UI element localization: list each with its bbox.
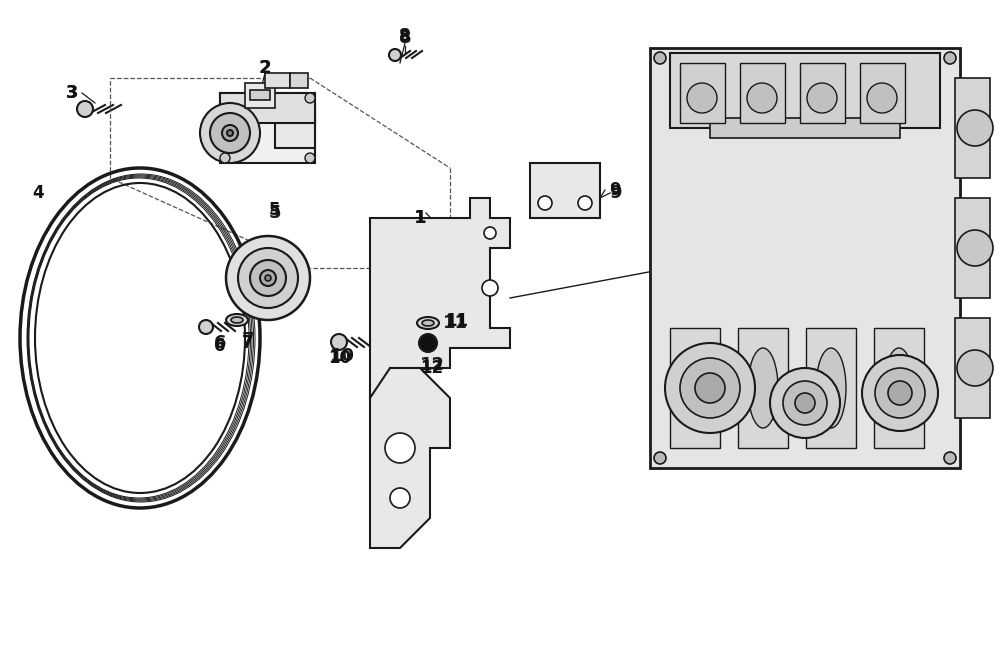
Bar <box>800 63 845 123</box>
Circle shape <box>687 83 717 113</box>
Circle shape <box>862 355 938 431</box>
Bar <box>738 328 788 448</box>
Circle shape <box>227 130 233 136</box>
Text: 3: 3 <box>66 84 78 102</box>
Bar <box>955 318 990 418</box>
Text: 3: 3 <box>66 84 78 102</box>
Circle shape <box>305 93 315 103</box>
Text: 6: 6 <box>214 334 226 352</box>
Circle shape <box>199 320 213 334</box>
Polygon shape <box>370 198 510 398</box>
Bar <box>650 48 960 468</box>
Circle shape <box>238 248 298 308</box>
Circle shape <box>783 381 827 425</box>
Circle shape <box>654 52 666 64</box>
Text: 2: 2 <box>259 59 271 77</box>
Circle shape <box>578 196 592 210</box>
Text: 7: 7 <box>242 334 254 352</box>
Bar <box>874 328 924 448</box>
Ellipse shape <box>680 348 710 428</box>
Bar <box>670 53 940 128</box>
Bar <box>670 328 720 448</box>
Text: 6: 6 <box>214 337 226 355</box>
Text: 12: 12 <box>420 356 444 374</box>
Text: 8: 8 <box>399 27 411 45</box>
Circle shape <box>250 260 286 296</box>
Text: 11: 11 <box>442 314 468 332</box>
Circle shape <box>538 196 552 210</box>
Bar <box>955 78 990 178</box>
Text: 9: 9 <box>609 181 621 199</box>
Bar <box>680 63 725 123</box>
Circle shape <box>807 83 837 113</box>
Text: 10: 10 <box>328 349 352 367</box>
Bar <box>275 108 315 148</box>
Bar <box>806 328 856 448</box>
Circle shape <box>957 110 993 146</box>
Text: 12: 12 <box>420 359 444 377</box>
Circle shape <box>770 368 840 438</box>
Circle shape <box>680 358 740 418</box>
Circle shape <box>390 488 410 508</box>
Text: 4: 4 <box>32 184 44 202</box>
Circle shape <box>77 101 93 117</box>
Text: 7: 7 <box>242 331 254 349</box>
Bar <box>245 83 275 108</box>
Bar <box>955 198 990 298</box>
Circle shape <box>482 280 498 296</box>
Text: 11: 11 <box>446 312 468 330</box>
Text: 5: 5 <box>269 201 281 219</box>
Circle shape <box>747 83 777 113</box>
Ellipse shape <box>422 320 434 326</box>
Circle shape <box>957 350 993 386</box>
Text: 9: 9 <box>609 184 621 202</box>
Bar <box>220 93 315 163</box>
Bar <box>265 73 290 88</box>
Text: 8: 8 <box>399 29 411 47</box>
Circle shape <box>200 103 260 163</box>
Polygon shape <box>370 368 450 548</box>
Circle shape <box>888 381 912 405</box>
Ellipse shape <box>231 317 243 323</box>
Ellipse shape <box>417 317 439 329</box>
Circle shape <box>331 334 347 350</box>
Circle shape <box>944 52 956 64</box>
Circle shape <box>385 433 415 463</box>
Bar <box>250 90 270 100</box>
Ellipse shape <box>419 334 437 352</box>
Ellipse shape <box>816 348 846 428</box>
Bar <box>530 163 600 218</box>
Circle shape <box>226 236 310 320</box>
Circle shape <box>875 368 925 418</box>
Circle shape <box>867 83 897 113</box>
Circle shape <box>260 270 276 286</box>
Bar <box>860 63 905 123</box>
Text: 1: 1 <box>414 209 426 227</box>
Circle shape <box>305 153 315 163</box>
Ellipse shape <box>226 314 248 326</box>
Text: 1: 1 <box>414 209 426 227</box>
Circle shape <box>222 125 238 141</box>
Ellipse shape <box>884 348 914 428</box>
Text: 5: 5 <box>269 204 281 222</box>
Circle shape <box>957 230 993 266</box>
Bar <box>290 73 308 88</box>
Circle shape <box>654 452 666 464</box>
Circle shape <box>265 275 271 281</box>
Circle shape <box>484 227 496 239</box>
Circle shape <box>795 393 815 413</box>
Bar <box>740 63 785 123</box>
Circle shape <box>389 49 401 61</box>
Circle shape <box>220 153 230 163</box>
Ellipse shape <box>748 348 778 428</box>
Text: 10: 10 <box>330 347 354 365</box>
Text: 2: 2 <box>259 59 271 77</box>
Circle shape <box>944 452 956 464</box>
Circle shape <box>665 343 755 433</box>
Circle shape <box>695 373 725 403</box>
Circle shape <box>210 113 250 153</box>
Bar <box>220 93 315 123</box>
Bar <box>710 118 900 138</box>
